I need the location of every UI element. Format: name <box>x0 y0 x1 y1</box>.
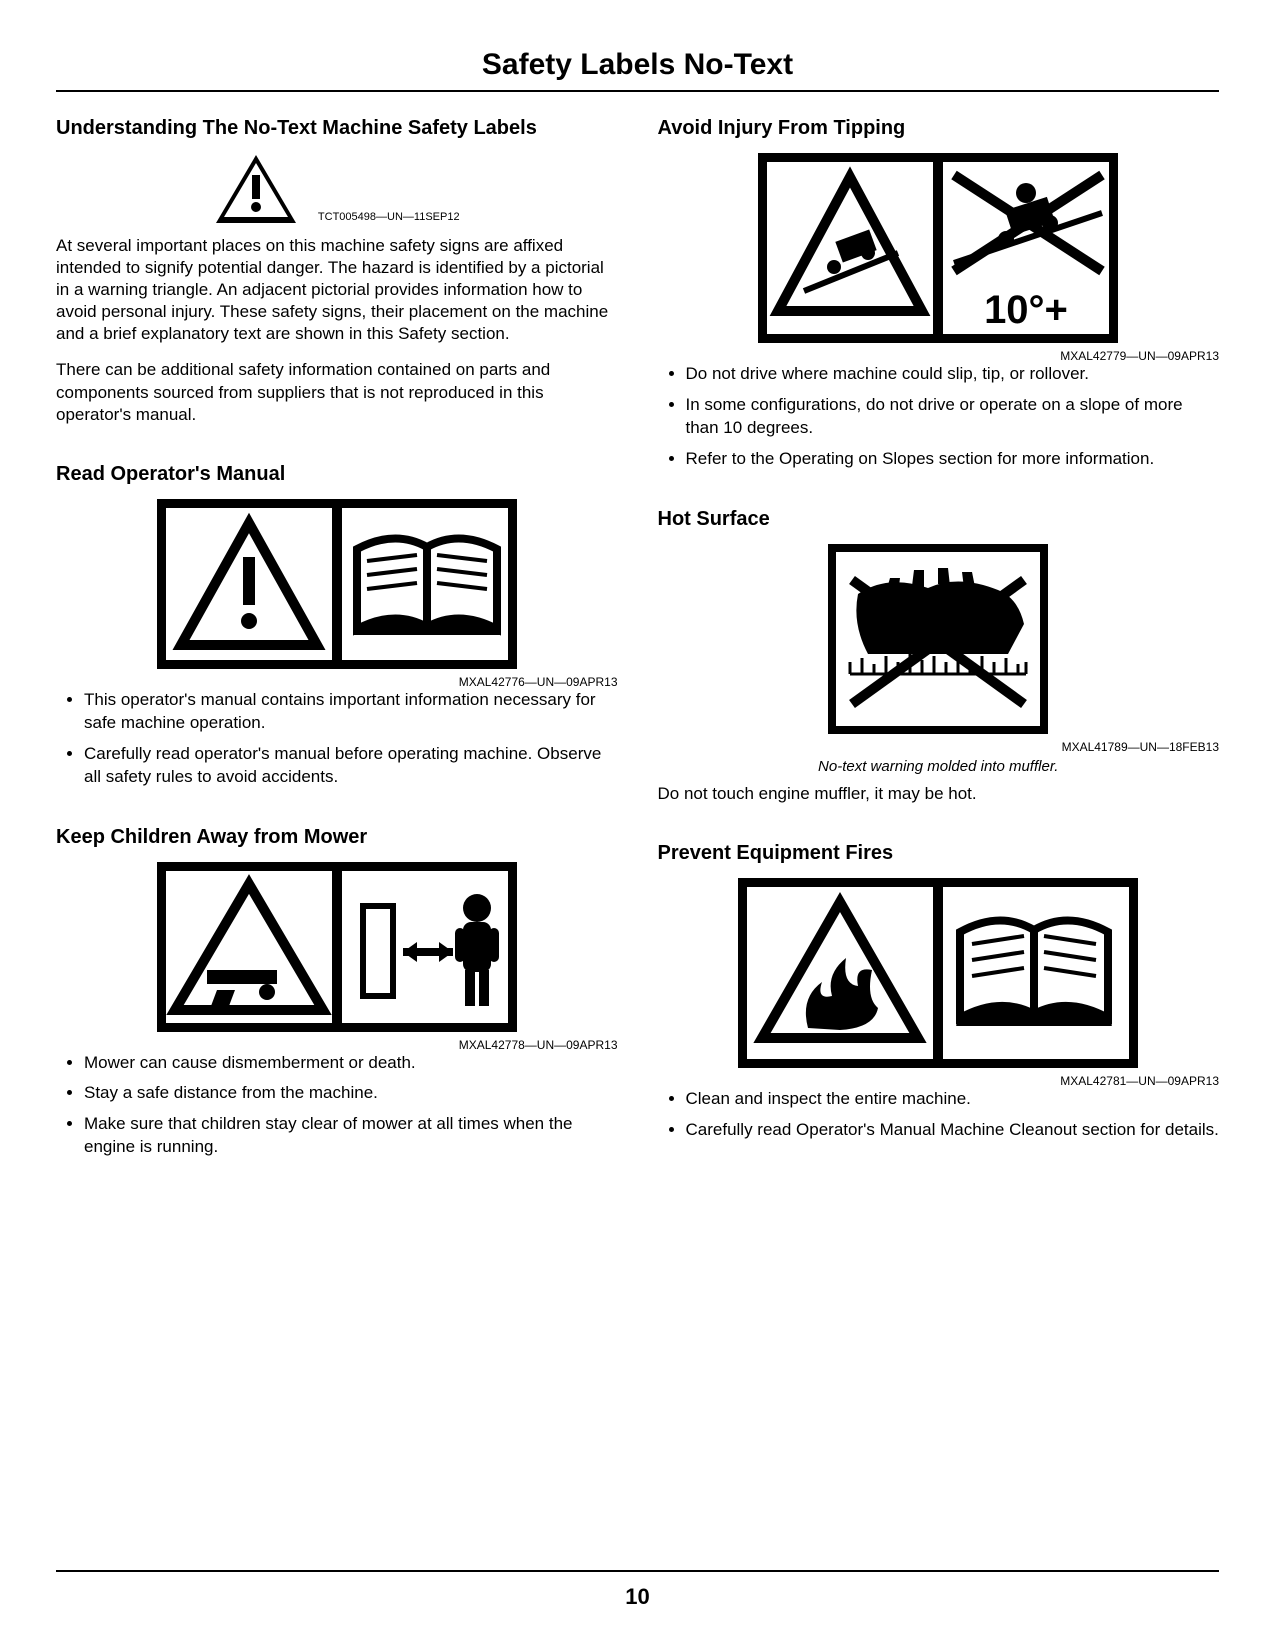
prevent-fires-pictogram <box>738 878 1138 1068</box>
paragraph: At several important places on this mach… <box>56 235 618 345</box>
footer-rule <box>56 1570 1219 1572</box>
list-item: Do not drive where machine could slip, t… <box>686 363 1220 386</box>
list-item: Carefully read operator's manual before … <box>84 743 618 789</box>
ref-code: MXAL42779—UN—09APR13 <box>658 349 1220 363</box>
paragraph: Do not touch engine muffler, it may be h… <box>658 783 1220 805</box>
section-children-away: Keep Children Away from Mower <box>56 825 618 1160</box>
paragraph: There can be additional safety informati… <box>56 359 618 425</box>
list-item: Refer to the Operating on Slopes section… <box>686 448 1220 471</box>
ref-code: MXAL42781—UN—09APR13 <box>658 1074 1220 1088</box>
ref-code: MXAL41789—UN—18FEB13 <box>658 740 1220 754</box>
section-hot-surface: Hot Surface <box>658 507 1220 805</box>
bullet-list: Do not drive where machine could slip, t… <box>658 363 1220 471</box>
list-item: Clean and inspect the entire machine. <box>686 1088 1220 1111</box>
ref-code: MXAL42776—UN—09APR13 <box>56 675 618 689</box>
tipping-pictogram: 10°+ <box>758 153 1118 343</box>
right-column: Avoid Injury From Tipping <box>658 116 1220 1195</box>
list-item: Stay a safe distance from the machine. <box>84 1082 618 1105</box>
heading-understanding: Understanding The No-Text Machine Safety… <box>56 116 618 141</box>
left-column: Understanding The No-Text Machine Safety… <box>56 116 618 1195</box>
bullet-list: This operator's manual contains importan… <box>56 689 618 789</box>
ref-code: MXAL42778—UN—09APR13 <box>56 1038 618 1052</box>
list-item: Carefully read Operator's Manual Machine… <box>686 1119 1220 1142</box>
hot-surface-pictogram <box>828 544 1048 734</box>
section-prevent-fires: Prevent Equipment Fires <box>658 841 1220 1142</box>
heading-read-manual: Read Operator's Manual <box>56 462 618 487</box>
heading-tipping: Avoid Injury From Tipping <box>658 116 1220 141</box>
section-read-manual: Read Operator's Manual <box>56 462 618 789</box>
list-item: Mower can cause dismemberment or death. <box>84 1052 618 1075</box>
caption: No-text warning molded into muffler. <box>658 758 1220 775</box>
ref-code: TCT005498—UN—11SEP12 <box>318 211 460 223</box>
page-number: 10 <box>0 1584 1275 1610</box>
list-item: Make sure that children stay clear of mo… <box>84 1113 618 1159</box>
list-item: This operator's manual contains importan… <box>84 689 618 735</box>
warning-triangle-icon <box>214 153 298 225</box>
section-tipping: Avoid Injury From Tipping <box>658 116 1220 471</box>
bullet-list: Mower can cause dismemberment or death. … <box>56 1052 618 1160</box>
section-understanding: Understanding The No-Text Machine Safety… <box>56 116 618 426</box>
heading-hot-surface: Hot Surface <box>658 507 1220 532</box>
bullet-list: Clean and inspect the entire machine. Ca… <box>658 1088 1220 1142</box>
slope-label: 10°+ <box>984 288 1068 332</box>
children-away-pictogram <box>157 862 517 1032</box>
read-manual-pictogram <box>157 499 517 669</box>
heading-prevent-fires: Prevent Equipment Fires <box>658 841 1220 866</box>
heading-children-away: Keep Children Away from Mower <box>56 825 618 850</box>
two-column-layout: Understanding The No-Text Machine Safety… <box>56 116 1219 1195</box>
list-item: In some configurations, do not drive or … <box>686 394 1220 440</box>
page-title: Safety Labels No-Text <box>56 48 1219 92</box>
